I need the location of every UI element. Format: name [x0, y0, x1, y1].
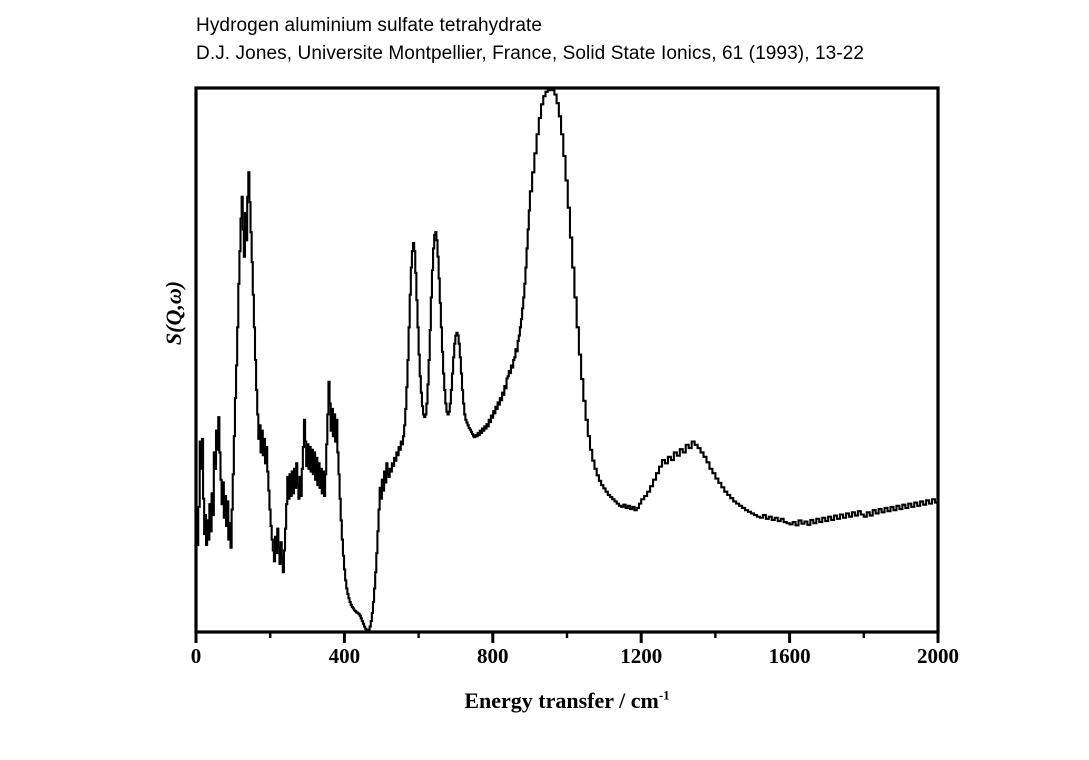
- y-axis-title: S(Q,ω): [161, 280, 186, 346]
- x-axis-title-text: Energy transfer / cm: [464, 688, 659, 713]
- plot-frame: [194, 86, 940, 634]
- x-tick-label-1200: 1200: [620, 644, 663, 668]
- x-tick-label-0: 0: [190, 644, 202, 668]
- x-tick-label-1600: 1600: [768, 644, 811, 668]
- spectrum-trace: [196, 86, 940, 632]
- x-tick-label-2000: 2000: [917, 644, 959, 668]
- x-tick-label-800: 800: [477, 644, 509, 668]
- chart-title-line-2: D.J. Jones, Universite Montpellier, Fran…: [196, 43, 865, 64]
- x-axis-title-exponent: -1: [658, 687, 670, 703]
- x-axis-ticks: [194, 632, 940, 643]
- chart-title-line-1: Hydrogen aluminium sulfate tetrahydrate: [196, 15, 543, 36]
- x-tick-label-400: 400: [328, 644, 361, 668]
- x-axis-title: Energy transfer / cm-1: [196, 688, 938, 714]
- chart-title-block: Hydrogen aluminium sulfate tetrahydrate …: [196, 12, 1056, 68]
